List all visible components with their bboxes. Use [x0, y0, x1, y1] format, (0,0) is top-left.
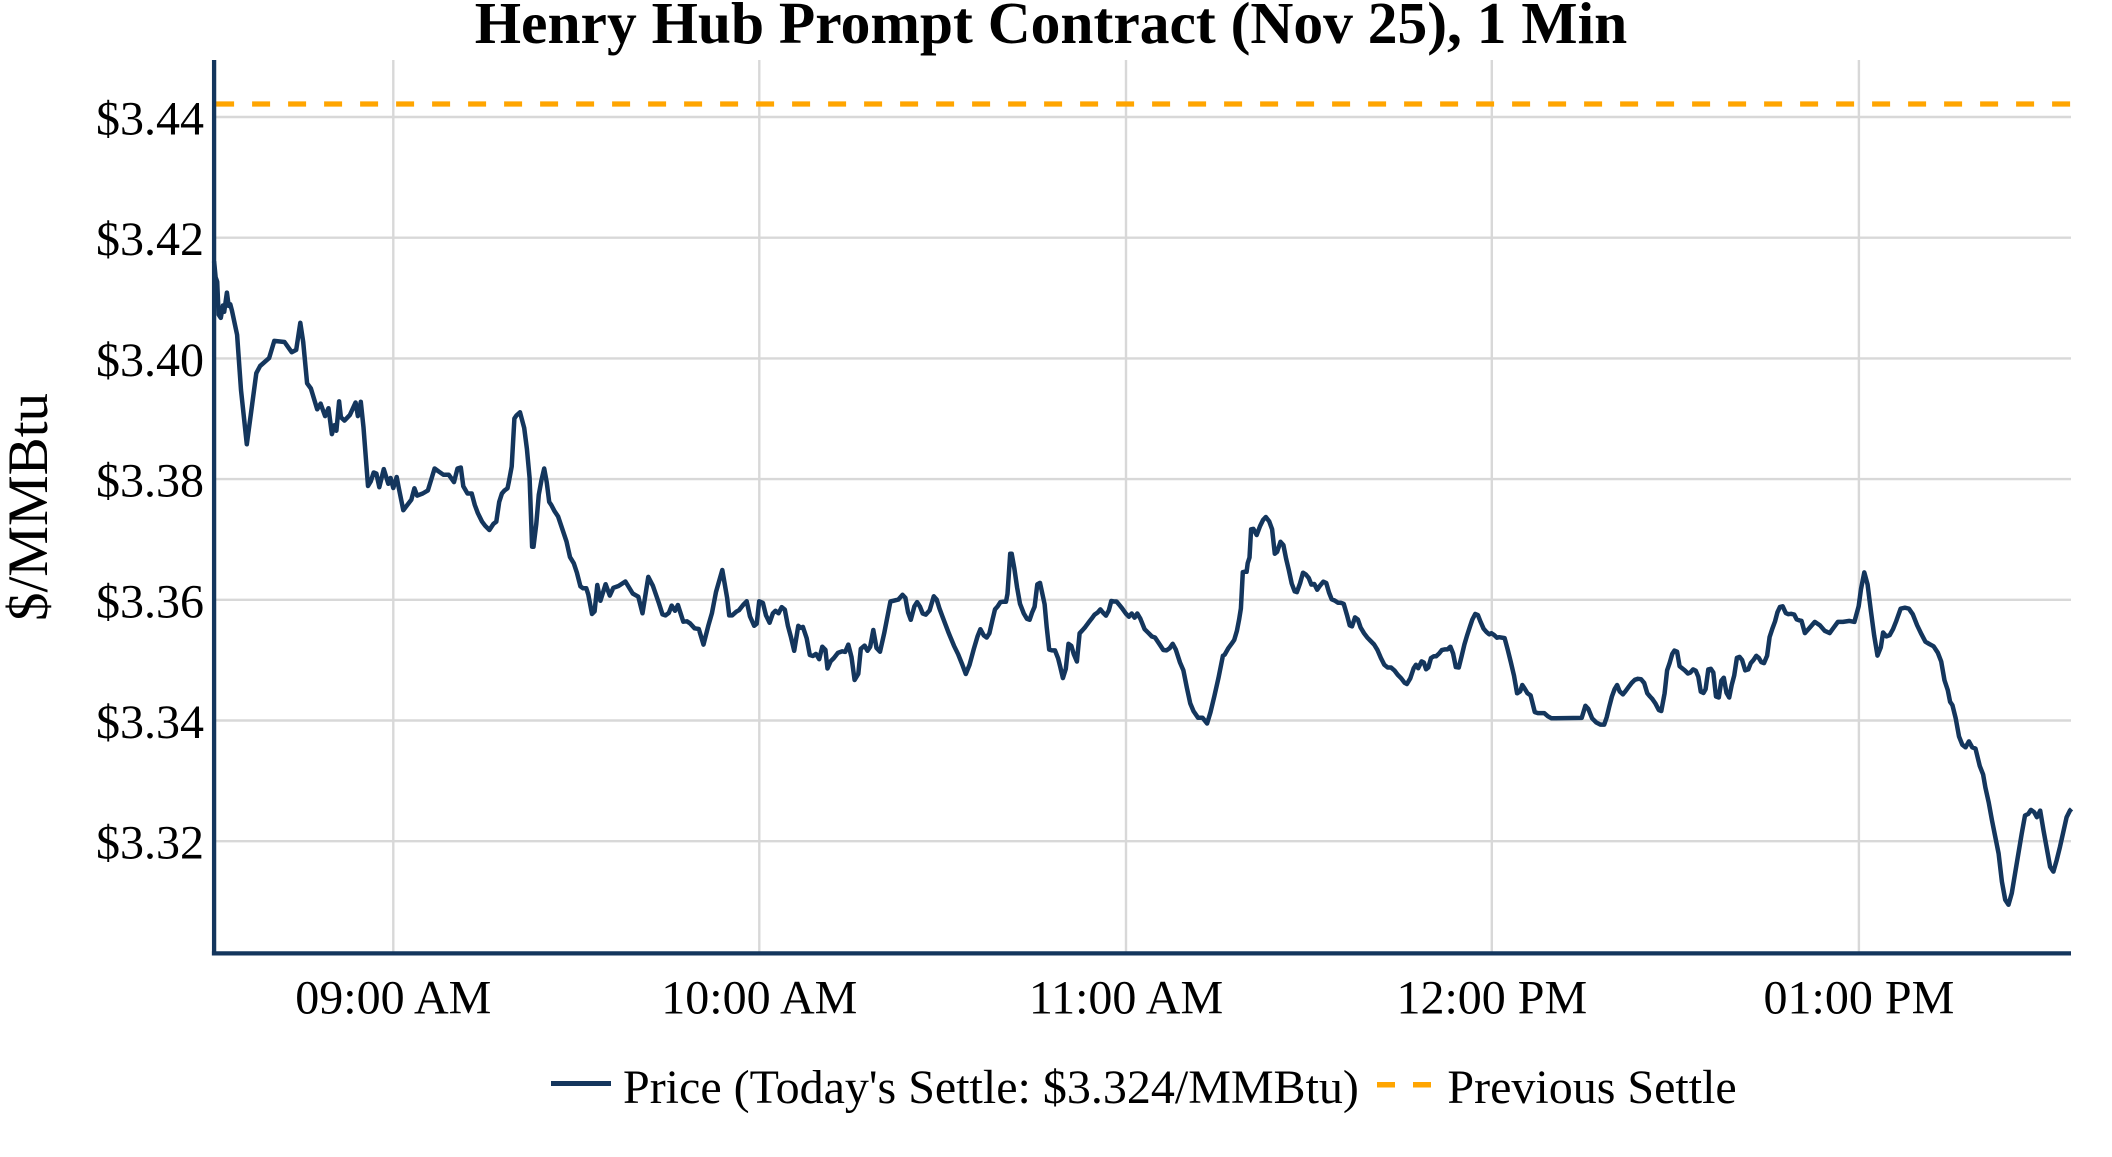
svg-text:Previous Settle: Previous Settle [1447, 1061, 1736, 1114]
svg-text:$3.36: $3.36 [96, 575, 204, 628]
svg-text:$3.32: $3.32 [96, 817, 204, 870]
svg-text:$3.38: $3.38 [96, 455, 204, 508]
svg-text:01:00 PM: 01:00 PM [1764, 972, 1955, 1025]
svg-text:09:00 AM: 09:00 AM [295, 972, 491, 1025]
svg-text:11:00 AM: 11:00 AM [1029, 972, 1223, 1025]
svg-text:$3.34: $3.34 [96, 696, 204, 749]
svg-text:10:00 AM: 10:00 AM [661, 972, 857, 1025]
svg-text:$/MMBtu: $/MMBtu [0, 393, 60, 621]
svg-text:$3.42: $3.42 [96, 213, 204, 266]
svg-text:Henry Hub Prompt Contract (Nov: Henry Hub Prompt Contract (Nov 25), 1 Mi… [475, 0, 1627, 56]
svg-text:$3.40: $3.40 [96, 334, 204, 387]
svg-text:$3.44: $3.44 [96, 93, 204, 146]
svg-text:Price (Today's Settle: $3.324/: Price (Today's Settle: $3.324/MMBtu) [623, 1061, 1359, 1114]
svg-text:12:00 PM: 12:00 PM [1396, 972, 1587, 1025]
